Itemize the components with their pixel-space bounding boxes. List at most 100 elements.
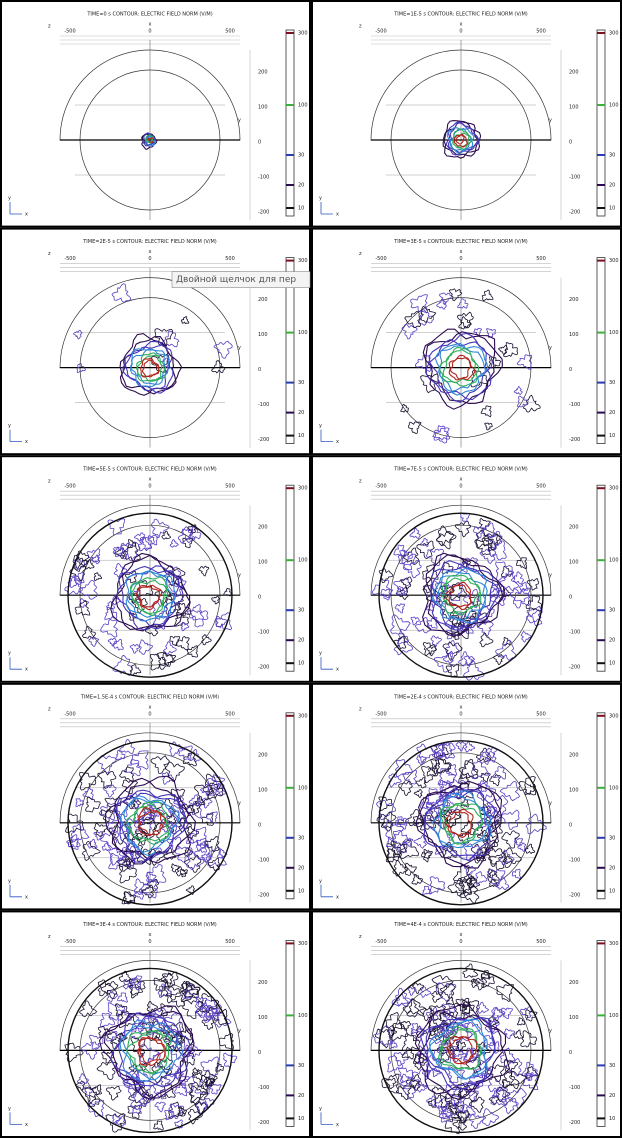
x-tick-label: -500	[64, 939, 75, 945]
panel-frame	[312, 911, 621, 1137]
x-tick-label: 0	[148, 256, 151, 262]
z-axis-label: z	[48, 479, 51, 485]
y-tick-label: -100	[258, 402, 269, 408]
panel: TIME=3E-5 s CONTOUR: ELECTRIC FIELD NORM…	[312, 229, 621, 455]
colorbar-label: 10	[609, 206, 615, 212]
z-axis-label: z	[359, 479, 362, 485]
panel-title: TIME=7E-5 s CONTOUR: ELECTRIC FIELD NORM…	[393, 467, 528, 473]
x-tick-label: -500	[64, 256, 75, 262]
colorbar-label: 30	[609, 608, 615, 614]
colorbar-label: 20	[298, 410, 304, 416]
triad-y: y	[319, 423, 322, 429]
triad-y: y	[319, 878, 322, 884]
y-tick-label: -100	[569, 402, 580, 408]
colorbar-label: 20	[609, 183, 615, 189]
y-tick-label: -200	[569, 1120, 580, 1126]
colorbar	[286, 485, 294, 671]
triad-y: y	[8, 423, 11, 429]
y-tick-label: 0	[258, 595, 261, 601]
colorbar-label: 10	[609, 433, 615, 439]
triad-y: y	[319, 1106, 322, 1112]
y-tick-label: 200	[569, 980, 579, 986]
triad-x: x	[25, 439, 28, 445]
x-tick-label: 500	[225, 29, 235, 35]
colorbar-label: 100	[609, 558, 619, 564]
colorbar	[597, 30, 605, 216]
colorbar-label: 100	[298, 558, 308, 564]
x-tick-label: 0	[459, 256, 462, 262]
x-axis-label-top: x	[460, 249, 463, 255]
x-tick-label: 0	[459, 939, 462, 945]
x-tick-label: -500	[64, 711, 75, 717]
y-tick-label: 0	[258, 140, 261, 146]
colorbar	[597, 940, 605, 1126]
y-tick-label: 0	[569, 367, 572, 373]
panel-title: TIME=4E-4 s CONTOUR: ELECTRIC FIELD NORM…	[393, 922, 528, 928]
colorbar-label: 100	[609, 103, 619, 109]
colorbar-label: 300	[298, 486, 308, 492]
y-tick-label: 0	[569, 822, 572, 828]
triad-y: y	[319, 651, 322, 657]
colorbar-label: 300	[298, 258, 308, 264]
x-tick-label: -500	[375, 484, 386, 490]
panel-frame	[312, 1, 621, 227]
panel: TIME=1.5E-4 s CONTOUR: ELECTRIC FIELD NO…	[1, 684, 310, 910]
y-tick-label: 100	[569, 105, 579, 111]
y-tick-label: 200	[258, 297, 268, 303]
y-tick-label: -100	[569, 1085, 580, 1091]
y-tick-label: 200	[258, 752, 268, 758]
colorbar-label: 30	[298, 835, 304, 841]
y-tick-label: 100	[569, 332, 579, 338]
x-tick-label: 500	[536, 256, 546, 262]
panel-title: TIME=1E-5 s CONTOUR: ELECTRIC FIELD NORM…	[393, 12, 528, 18]
colorbar-label: 10	[298, 888, 304, 894]
colorbar-label: 100	[298, 785, 308, 791]
x-tick-label: -500	[375, 29, 386, 35]
x-tick-label: -500	[375, 711, 386, 717]
colorbar-label: 100	[298, 103, 308, 109]
colorbar-label: 30	[609, 835, 615, 841]
z-axis-label: z	[359, 251, 362, 257]
colorbar-label: 30	[298, 1063, 304, 1069]
y-tick-label: 0	[258, 1050, 261, 1056]
colorbar	[597, 258, 605, 444]
panel: TIME=7E-5 s CONTOUR: ELECTRIC FIELD NORM…	[312, 456, 621, 682]
colorbar	[286, 30, 294, 216]
panel: TIME=5E-5 s CONTOUR: ELECTRIC FIELD NORM…	[1, 456, 310, 682]
panel: TIME=3E-4 s CONTOUR: ELECTRIC FIELD NORM…	[1, 911, 310, 1137]
colorbar	[286, 940, 294, 1126]
x-tick-label: 0	[148, 484, 151, 490]
colorbar	[597, 485, 605, 671]
panel-title: TIME=2E-5 s CONTOUR: ELECTRIC FIELD NORM…	[82, 239, 217, 245]
panel-title: TIME=1.5E-4 s CONTOUR: ELECTRIC FIELD NO…	[80, 694, 219, 700]
z-axis-label: z	[359, 934, 362, 940]
panel-frame	[1, 456, 310, 682]
colorbar-label: 100	[609, 1013, 619, 1019]
colorbar-label: 30	[298, 608, 304, 614]
z-axis-label: z	[48, 24, 51, 30]
y-tick-label: -100	[569, 175, 580, 181]
x-tick-label: 500	[536, 484, 546, 490]
z-axis-label: z	[48, 934, 51, 940]
x-tick-label: 0	[148, 939, 151, 945]
colorbar-label: 300	[609, 486, 619, 492]
panel-frame	[312, 229, 621, 455]
y-tick-label: -100	[258, 175, 269, 181]
x-tick-label: 500	[225, 256, 235, 262]
y-tick-label: 100	[569, 787, 579, 793]
colorbar-label: 20	[298, 183, 304, 189]
triad-x: x	[336, 667, 339, 673]
triad-x: x	[336, 894, 339, 900]
x-axis-label-top: x	[149, 249, 152, 255]
z-axis-label: z	[48, 706, 51, 712]
x-tick-label: -500	[375, 939, 386, 945]
colorbar-label: 30	[609, 153, 615, 159]
triad-x: x	[336, 1122, 339, 1128]
y-tick-label: 200	[569, 752, 579, 758]
y-tick-label: -200	[258, 1120, 269, 1126]
x-tick-label: 0	[459, 711, 462, 717]
colorbar-label: 300	[609, 258, 619, 264]
colorbar-label: 30	[298, 380, 304, 386]
panel: TIME=1E-5 s CONTOUR: ELECTRIC FIELD NORM…	[312, 1, 621, 227]
colorbar-label: 100	[298, 1013, 308, 1019]
